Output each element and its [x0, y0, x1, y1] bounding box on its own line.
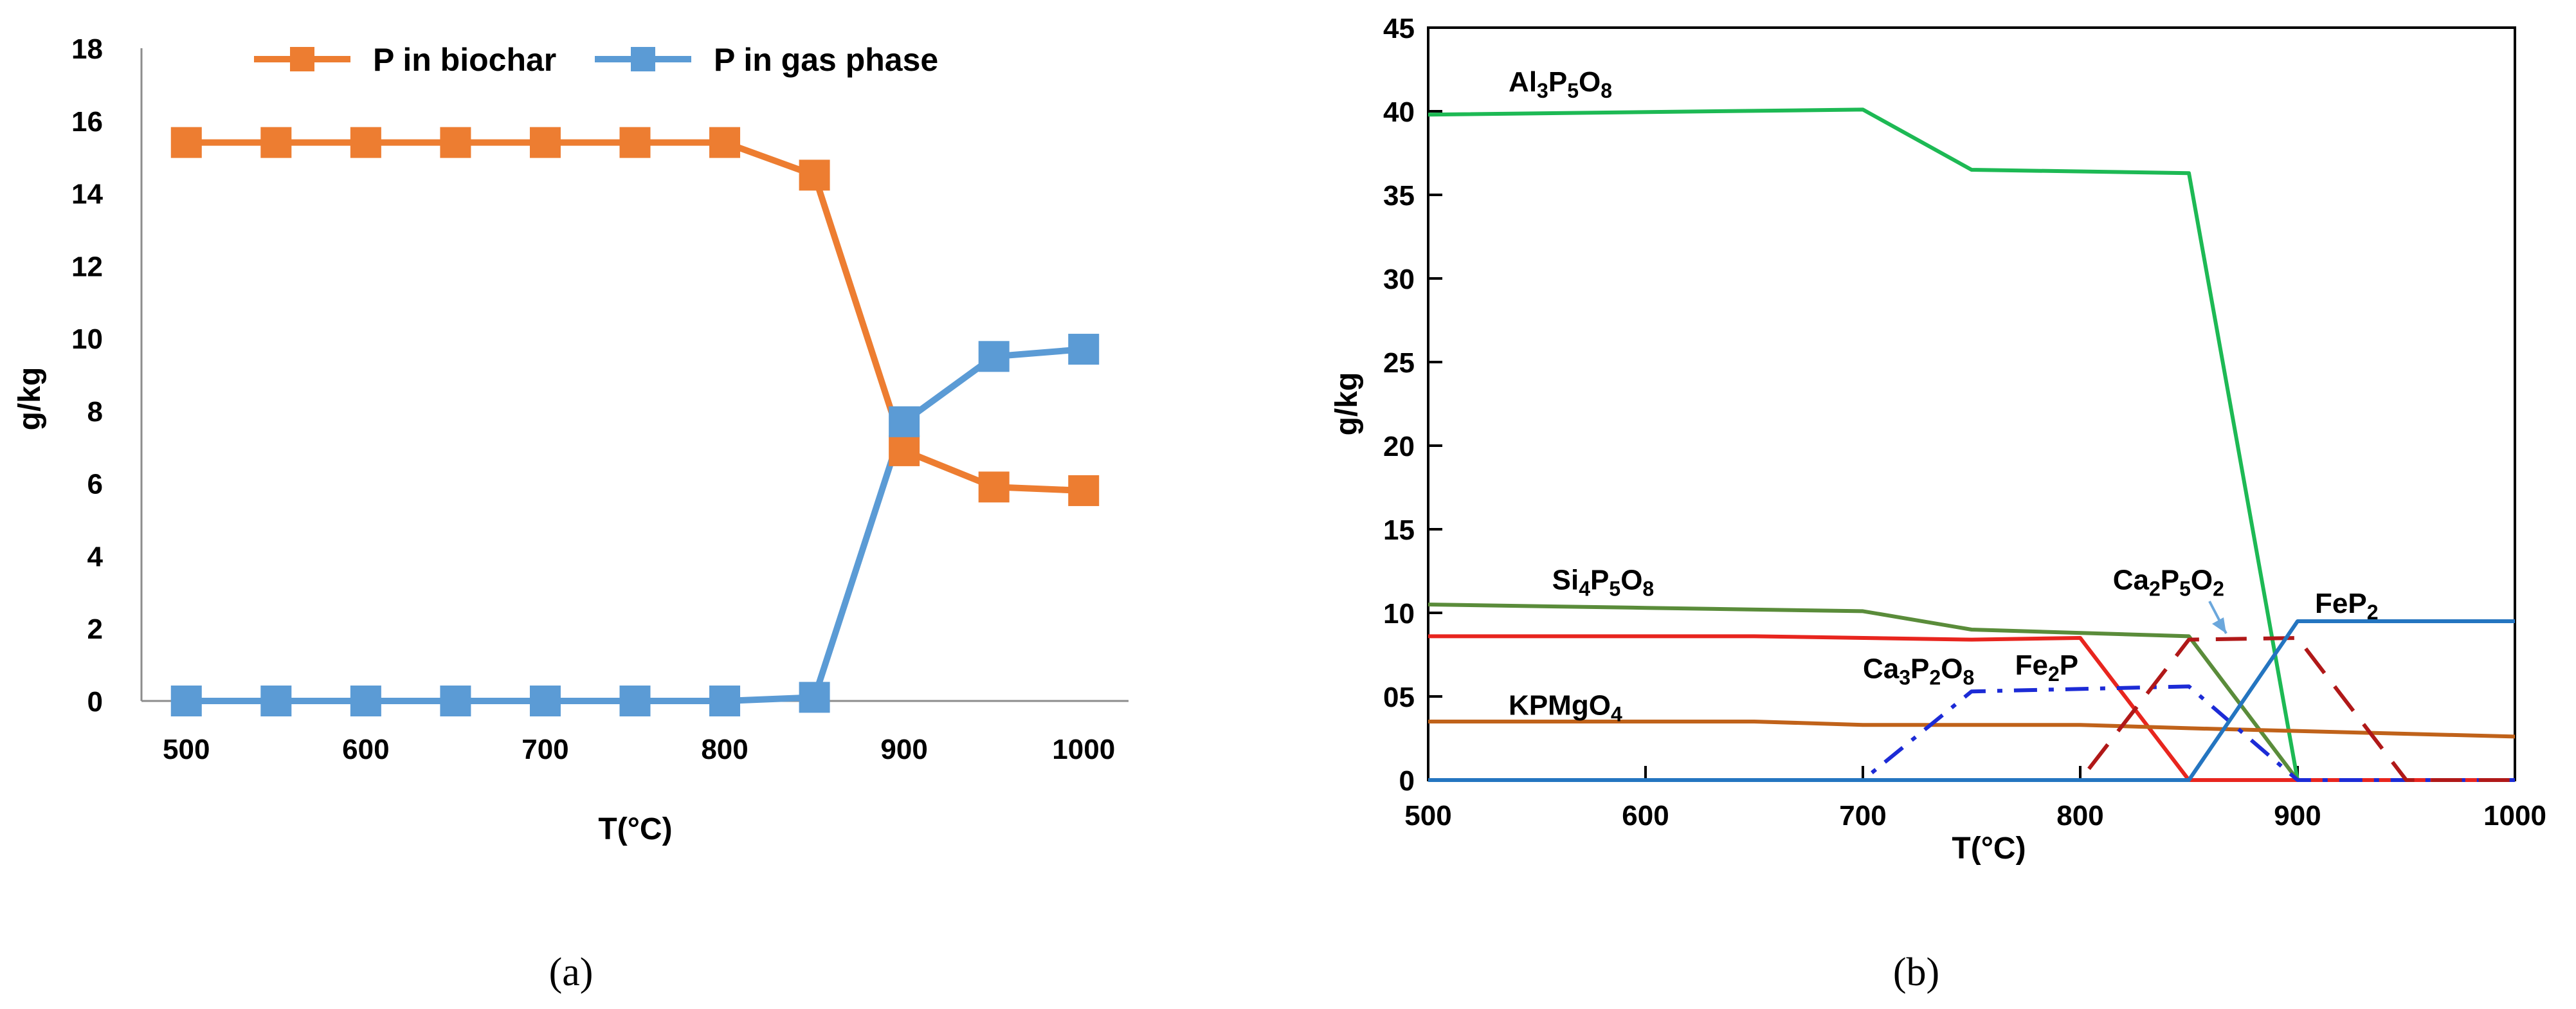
panel-b-x-tick-0: 500 [1404, 800, 1451, 832]
annotation-ca2p5o2: Ca2P5O2 [2113, 565, 2224, 601]
panel-b-y-tick-4: 20 [1383, 431, 1415, 462]
panel-b-series [1428, 107, 2516, 782]
panel-a-point-p-in-biochar-700 [529, 127, 561, 158]
panel-b-x-tick-3: 800 [2056, 800, 2103, 832]
panel-b-line-kpmgo4 [1428, 720, 2516, 739]
legend-marker-gas [631, 47, 655, 71]
panel-a-y-tick-7: 14 [71, 179, 103, 210]
caption-a: (a) [549, 950, 594, 994]
legend-label-gas: P in gas phase [714, 42, 938, 78]
annotation-kpmgo4: KPMgO4 [1509, 690, 1622, 726]
panel-a-y-tick-8: 16 [71, 106, 103, 138]
panel-a-point-p-in-biochar-950 [978, 471, 1010, 503]
panel-b-x-tick-5: 1000 [2483, 800, 2546, 832]
panel-a-x-tick-labels: 500 600 700 800 900 1000 [163, 734, 1115, 765]
panel-b-line-fep2 [1428, 619, 2515, 782]
panel-a-point-p-in-gas-phase-850 [799, 682, 830, 713]
panel-a-point-p-in-gas-phase-750 [619, 686, 651, 716]
annotation-al3p5o8: Al3P5O8 [1509, 66, 1612, 102]
panel-b-y-axis-label: g/kg [1330, 372, 1364, 436]
panel-a-point-p-in-biochar-550 [260, 127, 292, 158]
panel-a-point-p-in-gas-phase-900 [889, 406, 920, 437]
panel-b-y-tick-5: 25 [1383, 347, 1415, 379]
panel-b-line-si4p5o8 [1428, 603, 2299, 781]
panel-a-y-tick-1: 2 [87, 614, 103, 645]
panel-a-point-p-in-biochar-500 [170, 127, 202, 158]
legend-label-biochar: P in biochar [373, 42, 556, 78]
panel-a-legend: P in biochar P in gas phase [254, 42, 938, 78]
panel-b-y-tick-9: 45 [1383, 13, 1415, 44]
panel-a-y-tick-4: 8 [87, 396, 103, 428]
panel-a-x-tick-4: 900 [880, 734, 927, 765]
panel-a-point-p-in-biochar-900 [889, 435, 920, 466]
panel-b-y-tick-6: 30 [1383, 264, 1415, 295]
panel-b-annotations: Al3P5O8 Si4P5O8 Ca3P2O8 KPMgO4 Fe2P Ca2P5O2 Fe… [1509, 66, 2378, 726]
panel-a-line-p-in-gas-phase [186, 346, 1084, 704]
panel-a-point-p-in-gas-phase-650 [440, 686, 471, 716]
panel-a-point-p-in-biochar-650 [440, 127, 471, 158]
panel-a-x-tick-5: 1000 [1052, 734, 1115, 765]
panel-b-y-tick-2: 10 [1383, 598, 1415, 630]
panel-a-point-p-in-biochar-600 [350, 127, 381, 158]
annotation-fe2p: Fe2P [2015, 650, 2079, 686]
panel-b-y-tick-1: 05 [1383, 682, 1415, 713]
panel-b-y-tick-8: 40 [1383, 96, 1415, 128]
panel-a-x-tick-2: 700 [522, 734, 568, 765]
annotation-ca3p2o8: Ca3P2O8 [1863, 653, 1974, 689]
panel-a-series [170, 127, 1100, 716]
panel-b-y-tick-7: 35 [1383, 180, 1415, 212]
panel-a-x-tick-0: 500 [163, 734, 210, 765]
annotation-si4p5o8: Si4P5O8 [1552, 565, 1655, 601]
panel-b-x-axis-label: T(°C) [1952, 832, 2026, 866]
panel-a-point-p-in-biochar-1000 [1068, 475, 1100, 506]
panel-a-point-p-in-biochar-750 [619, 127, 651, 158]
panel-a-point-p-in-gas-phase-500 [170, 686, 202, 716]
panel-a-y-tick-2: 4 [87, 541, 104, 572]
panel-a-point-p-in-biochar-850 [799, 159, 830, 191]
panel-b-x-tick-4: 900 [2274, 800, 2321, 832]
panel-b-y-tick-3: 15 [1383, 514, 1415, 546]
panel-b-y-tick-0: 0 [1399, 765, 1415, 797]
panel-a-y-tick-6: 12 [71, 251, 103, 282]
panel-a-line-p-in-biochar [186, 139, 1084, 494]
panel-a-point-p-in-gas-phase-600 [350, 686, 381, 716]
panel-a-y-tick-3: 6 [87, 469, 103, 500]
ca2p5o2-arrow-head [2212, 617, 2226, 633]
legend-marker-biochar [290, 47, 314, 71]
panel-a-x-axis-label: T(°C) [598, 812, 672, 846]
panel-a-point-p-in-gas-phase-950 [978, 341, 1010, 372]
panel-a-x-tick-1: 600 [342, 734, 389, 765]
panel-a-point-p-in-biochar-800 [709, 127, 741, 158]
panel-a-point-p-in-gas-phase-700 [529, 686, 561, 716]
panel-a-y-axis-label: g/kg [13, 367, 47, 431]
panel-b-x-tick-2: 700 [1839, 800, 1886, 832]
annotation-fep2: FeP2 [2315, 588, 2379, 624]
panel-a-point-p-in-gas-phase-800 [709, 686, 741, 716]
panel-b-x-tick-1: 600 [1622, 800, 1669, 832]
caption-b: (b) [1893, 950, 1939, 994]
panel-a-point-p-in-gas-phase-1000 [1068, 334, 1100, 365]
panel-b-x-tick-labels: 500 600 700 800 900 1000 [1404, 766, 2546, 832]
panel-a-x-tick-3: 800 [701, 734, 748, 765]
panel-b-y-tick-labels: 0 05 10 15 20 25 30 35 40 45 [1383, 13, 1442, 797]
panel-a-point-p-in-gas-phase-550 [260, 686, 292, 716]
panel-a-y-tick-9: 18 [71, 33, 103, 65]
panel-b-line-ca3p2o8 [1428, 634, 2515, 782]
panel-a-y-tick-0: 0 [87, 686, 103, 718]
panel-a-chart: 0 2 4 6 8 10 12 14 16 18 500 600 700 800 900 1000 g/kg… [13, 33, 1129, 846]
panel-a-y-tick-labels: 0 2 4 6 8 10 12 14 16 18 [71, 33, 103, 718]
panel-a-y-tick-5: 10 [71, 323, 103, 355]
